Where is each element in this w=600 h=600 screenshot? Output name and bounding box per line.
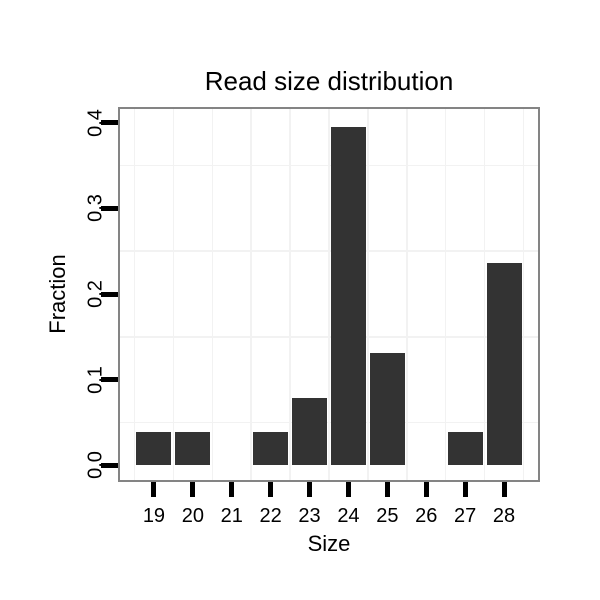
x-axis-tick xyxy=(307,482,313,497)
x-axis-tick xyxy=(501,482,507,497)
bar xyxy=(486,262,522,466)
x-axis-tick xyxy=(423,482,429,497)
y-axis-tick xyxy=(101,291,118,297)
vertical-gridline xyxy=(367,109,369,480)
y-axis-tick xyxy=(101,377,118,383)
x-tick-label: 23 xyxy=(298,505,321,527)
vertical-gridline xyxy=(483,109,486,480)
y-axis-title: Fraction xyxy=(45,254,70,334)
bar xyxy=(447,431,483,466)
x-tick-label: 24 xyxy=(337,505,360,527)
x-axis-tick xyxy=(268,482,274,497)
x-axis-tick xyxy=(345,482,351,497)
vertical-gridline xyxy=(133,109,136,480)
vertical-gridline xyxy=(250,109,252,480)
y-tick-label: 0.0 xyxy=(84,451,107,480)
y-tick-label: 0.3 xyxy=(84,194,107,223)
horizontal-gridline xyxy=(120,421,538,424)
x-tick-label: 26 xyxy=(415,505,438,527)
bar xyxy=(330,127,366,466)
x-tick-label: 20 xyxy=(181,505,204,527)
x-tick-label: 22 xyxy=(259,505,282,527)
x-axis-tick xyxy=(384,482,390,497)
bar xyxy=(253,431,289,466)
vertical-gridline xyxy=(444,109,447,480)
vertical-gridline xyxy=(289,109,291,480)
x-tick-label: 21 xyxy=(220,505,243,527)
vertical-gridline xyxy=(406,109,408,480)
x-axis-tick xyxy=(190,482,196,497)
bar xyxy=(136,431,172,466)
y-tick-label: 0.2 xyxy=(84,280,107,308)
horizontal-gridline xyxy=(120,164,538,167)
vertical-gridline xyxy=(522,109,525,480)
x-axis-tick xyxy=(151,482,157,497)
y-axis-tick xyxy=(101,462,118,468)
x-tick-label: 19 xyxy=(142,505,166,527)
y-tick-label: 0.1 xyxy=(84,365,107,394)
vertical-gridline xyxy=(328,109,330,480)
bar xyxy=(292,397,328,466)
x-axis-tick xyxy=(229,482,235,497)
vertical-gridline xyxy=(172,109,175,480)
chart-title: Read size distribution xyxy=(204,66,454,96)
x-axis-tick xyxy=(462,482,468,497)
y-axis-tick xyxy=(101,205,118,211)
y-tick-label: 0.4 xyxy=(84,108,107,137)
horizontal-gridline xyxy=(120,250,538,252)
horizontal-gridline xyxy=(120,336,538,338)
y-axis-tick xyxy=(101,120,118,126)
x-axis-title: Size xyxy=(307,531,351,556)
x-tick-label: 25 xyxy=(376,505,399,527)
bar xyxy=(369,352,405,466)
x-tick-label: 28 xyxy=(492,505,516,527)
vertical-gridline xyxy=(211,109,214,480)
bar xyxy=(175,431,211,466)
x-tick-label: 27 xyxy=(454,505,477,527)
